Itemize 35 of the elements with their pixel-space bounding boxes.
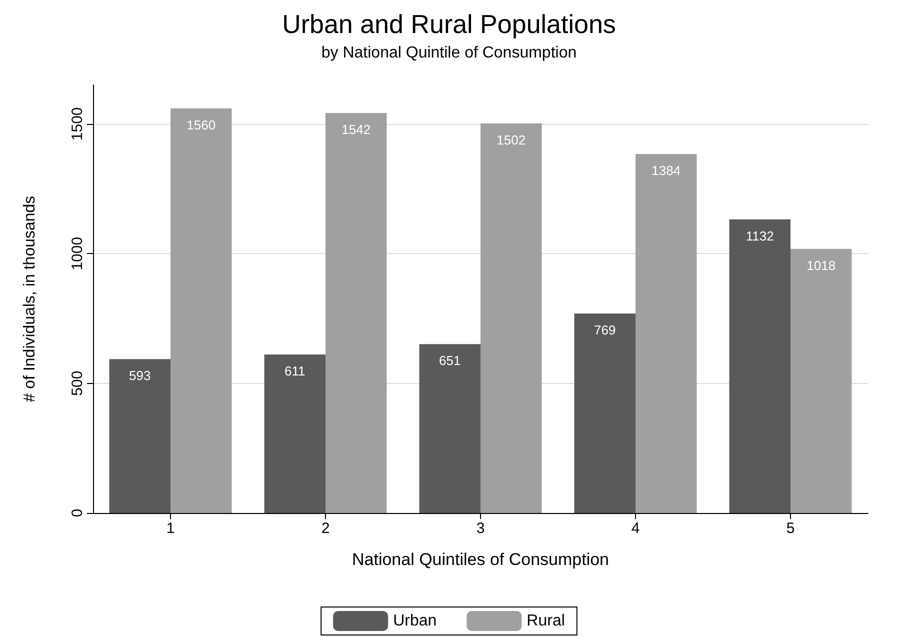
y-tick-label: 500 — [69, 370, 86, 396]
data-label: 1132 — [746, 228, 774, 244]
bar — [419, 344, 480, 513]
bar — [109, 359, 170, 513]
y-axis-title: # of Individuals, in thousands — [22, 196, 38, 402]
x-axis-title: National Quintiles of Consumption — [352, 550, 610, 569]
x-tick-label: 1 — [166, 520, 175, 537]
bar — [790, 248, 852, 513]
data-label: 593 — [129, 368, 151, 384]
x-tick-label: 3 — [476, 520, 485, 537]
bar — [729, 219, 790, 513]
legend-label: Rural — [526, 612, 565, 630]
bar — [574, 314, 636, 513]
y-tick-label: 0 — [69, 508, 86, 518]
data-label: 1542 — [342, 122, 371, 138]
x-tick-label: 2 — [321, 520, 330, 537]
data-label: 1502 — [496, 132, 526, 148]
bar — [264, 354, 326, 513]
x-tick-label: 5 — [786, 520, 795, 537]
data-label: 651 — [439, 353, 461, 368]
bar — [326, 113, 387, 513]
bar — [480, 123, 542, 513]
data-label: 1560 — [186, 117, 216, 132]
x-tick-label: 4 — [631, 520, 640, 537]
chart-subtitle: by National Quintile of Consumption — [321, 44, 577, 62]
data-label: 1018 — [806, 258, 836, 273]
data-label: 1384 — [652, 163, 681, 178]
y-tick-label: 1000 — [69, 236, 86, 270]
bar — [170, 108, 232, 513]
chart-title: Urban and Rural Populations — [282, 9, 616, 39]
legend-label: Urban — [393, 612, 437, 630]
y-tick-label: 1500 — [69, 107, 86, 141]
data-label: 611 — [284, 364, 306, 379]
bar — [636, 154, 697, 513]
data-label: 769 — [594, 322, 616, 338]
